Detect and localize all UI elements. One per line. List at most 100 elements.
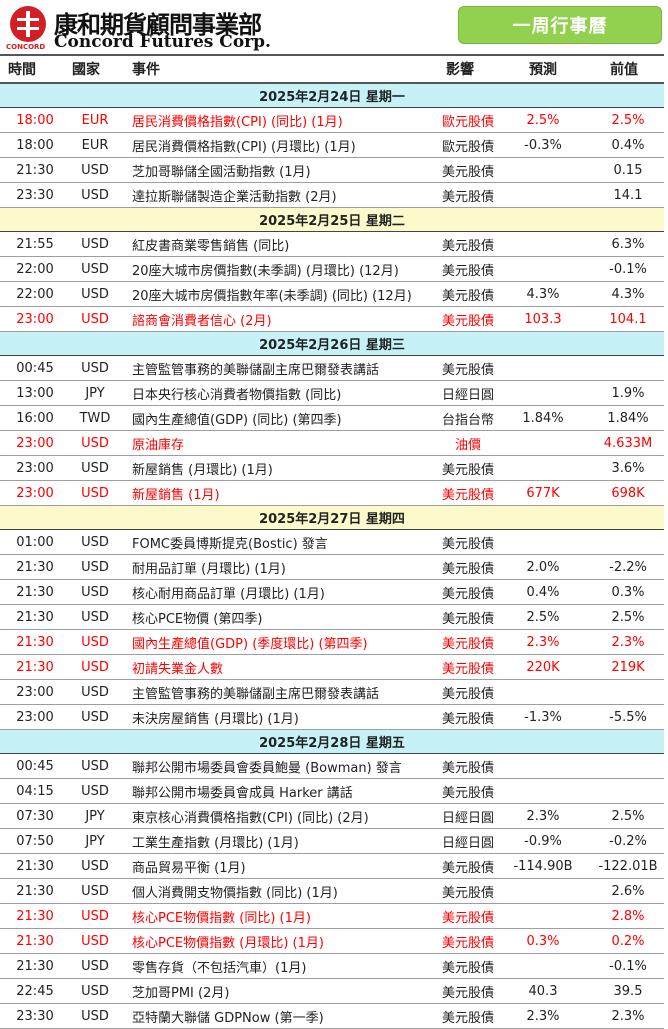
- event-time: 01:00: [0, 529, 70, 555]
- event-impact: 美元股債: [432, 529, 502, 555]
- event-time: 23:00: [0, 480, 70, 506]
- event-impact: 美元股債: [432, 281, 502, 307]
- table-row: 22:00 USD 20座大城市房價指數年率(未季調) (同比) (12月) 美元股債…: [0, 281, 664, 307]
- table-row: 21:55 USD 紅皮書商業零售銷售 (同比) 美元股債 6.3%: [0, 231, 664, 257]
- col-header-time: 時間: [0, 54, 70, 84]
- event-country: USD: [70, 778, 120, 804]
- event-time: 21:30: [0, 903, 70, 929]
- table-row: 21:30 USD 個人消費開支物價指數 (同比) (1月) 美元股債 2.6%: [0, 878, 664, 904]
- event-country: USD: [70, 281, 120, 307]
- event-name: 20座大城市房價指數年率(未季調) (同比) (12月): [120, 281, 432, 307]
- date-label: 2025年2月24日 星期一: [0, 82, 664, 108]
- event-time: 21:30: [0, 928, 70, 954]
- event-country: USD: [70, 355, 120, 381]
- event-forecast: [502, 380, 584, 406]
- event-name: 新屋銷售 (1月): [120, 480, 432, 506]
- event-impact: 美元股債: [432, 654, 502, 680]
- weekly-calendar-badge: 一周行事曆: [458, 6, 662, 44]
- event-country: USD: [70, 529, 120, 555]
- event-impact: 美元股債: [432, 231, 502, 257]
- event-country: USD: [70, 604, 120, 630]
- date-header-row: 2025年2月25日 星期二: [0, 207, 664, 232]
- event-name: 居民消費價格指數(CPI) (月環比) (1月): [120, 132, 432, 158]
- event-previous: 39.5: [584, 978, 664, 1004]
- col-header-event: 事件: [120, 54, 432, 84]
- table-row: 16:00 TWD 國內生產總值(GDP) (同比) (第四季) 台指台幣 1.84% 1…: [0, 405, 664, 431]
- event-previous: [584, 679, 664, 705]
- event-country: USD: [70, 157, 120, 183]
- event-previous: 0.2%: [584, 928, 664, 954]
- event-time: 00:45: [0, 355, 70, 381]
- event-time: 13:00: [0, 380, 70, 406]
- event-previous: 0.3%: [584, 579, 664, 605]
- event-country: USD: [70, 679, 120, 705]
- event-name: 耐用品訂單 (月環比) (1月): [120, 554, 432, 580]
- event-country: USD: [70, 704, 120, 730]
- event-impact: 美元股債: [432, 629, 502, 655]
- event-impact: 美元股債: [432, 1003, 502, 1029]
- col-header-forecast: 預測: [502, 54, 584, 84]
- table-row: 00:45 USD 主管監管事務的美聯儲副主席巴爾發表講話 美元股債: [0, 355, 664, 381]
- event-name: 居民消費價格指數(CPI) (同比) (1月): [120, 107, 432, 133]
- event-impact: 美元股債: [432, 753, 502, 779]
- date-header-row: 2025年2月27日 星期四: [0, 505, 664, 530]
- event-forecast: 0.4%: [502, 579, 584, 605]
- table-row: 21:30 USD 耐用品訂單 (月環比) (1月) 美元股債 2.0% -2.2%: [0, 554, 664, 580]
- event-impact: 美元股債: [432, 704, 502, 730]
- event-forecast: [502, 157, 584, 183]
- event-previous: 2.6%: [584, 878, 664, 904]
- event-time: 21:30: [0, 853, 70, 879]
- event-name: 核心PCE物價指數 (同比) (1月): [120, 903, 432, 929]
- event-country: JPY: [70, 803, 120, 829]
- event-previous: [584, 529, 664, 555]
- event-previous: -0.1%: [584, 953, 664, 979]
- event-country: USD: [70, 480, 120, 506]
- event-impact: 歐元股債: [432, 107, 502, 133]
- event-previous: 2.5%: [584, 107, 664, 133]
- event-name: 聯邦公開市場委員會委員鮑曼 (Bowman) 發言: [120, 753, 432, 779]
- event-impact: 美元股債: [432, 878, 502, 904]
- event-country: EUR: [70, 132, 120, 158]
- date-header-row: 2025年2月28日 星期五: [0, 729, 664, 754]
- event-impact: 美元股債: [432, 928, 502, 954]
- event-impact: 台指台幣: [432, 405, 502, 431]
- event-name: FOMC委員博斯提克(Bostic) 發言: [120, 529, 432, 555]
- table-row: 23:00 USD 諮商會消費者信心 (2月) 美元股債 103.3 104.1: [0, 306, 664, 332]
- table-row: 01:00 USD FOMC委員博斯提克(Bostic) 發言 美元股債: [0, 529, 664, 555]
- table-row: 23:00 USD 新屋銷售 (1月) 美元股債 677K 698K: [0, 480, 664, 506]
- event-name: 初請失業金人數: [120, 654, 432, 680]
- event-forecast: 2.3%: [502, 803, 584, 829]
- event-name: 聯邦公開市場委員會成員 Harker 講話: [120, 778, 432, 804]
- event-impact: 美元股債: [432, 604, 502, 630]
- event-forecast: [502, 529, 584, 555]
- logo-subtext: CONCORD: [6, 43, 46, 51]
- event-name: 諮商會消費者信心 (2月): [120, 306, 432, 332]
- table-row: 23:30 USD 達拉斯聯儲製造企業活動指數 (2月) 美元股債 14.1: [0, 182, 664, 208]
- event-previous: 2.3%: [584, 629, 664, 655]
- date-label: 2025年2月27日 星期四: [0, 505, 664, 530]
- event-forecast: 4.3%: [502, 281, 584, 307]
- event-forecast: [502, 878, 584, 904]
- event-forecast: 103.3: [502, 306, 584, 332]
- table-row: 21:30 USD 核心PCE物價指數 (同比) (1月) 美元股債 2.8%: [0, 903, 664, 929]
- table-row: 07:50 JPY 工業生產指數 (月環比) (1月) 日經日圓 -0.9% -0.2%: [0, 828, 664, 854]
- event-name: 個人消費開支物價指數 (同比) (1月): [120, 878, 432, 904]
- event-impact: 美元股債: [432, 256, 502, 282]
- table-header-row: 時間 國家 事件 影響 預測 前值: [0, 54, 664, 84]
- event-country: USD: [70, 903, 120, 929]
- event-forecast: -1.3%: [502, 704, 584, 730]
- event-previous: 0.15: [584, 157, 664, 183]
- event-impact: 歐元股債: [432, 132, 502, 158]
- event-name: 國內生產總值(GDP) (同比) (第四季): [120, 405, 432, 431]
- event-forecast: [502, 455, 584, 481]
- event-time: 21:30: [0, 157, 70, 183]
- event-time: 21:30: [0, 554, 70, 580]
- table-row: 00:45 USD 聯邦公開市場委員會委員鮑曼 (Bowman) 發言 美元股債: [0, 753, 664, 779]
- event-country: USD: [70, 306, 120, 332]
- event-previous: 1.84%: [584, 405, 664, 431]
- event-forecast: 2.5%: [502, 107, 584, 133]
- col-header-impact: 影響: [432, 54, 502, 84]
- event-time: 23:30: [0, 182, 70, 208]
- event-country: EUR: [70, 107, 120, 133]
- brand-name-english: Concord Futures Corp.: [54, 32, 271, 52]
